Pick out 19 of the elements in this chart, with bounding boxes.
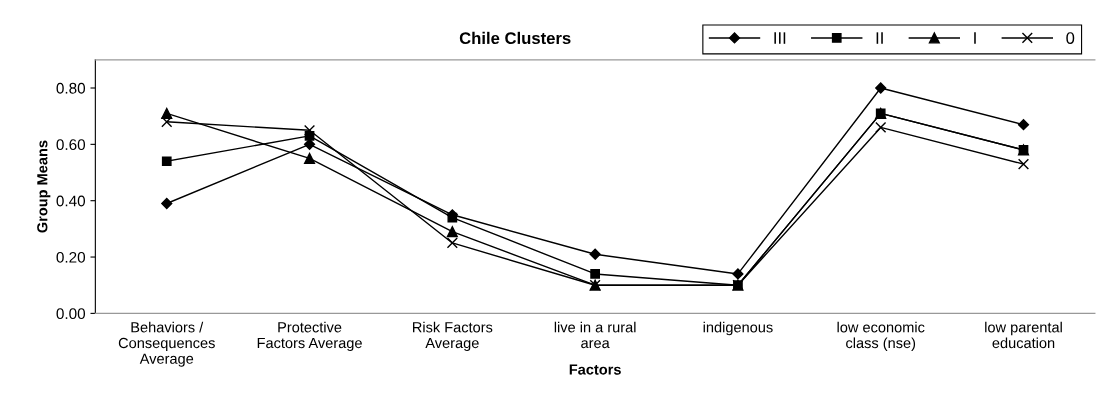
legend-label: III <box>774 32 786 44</box>
y-axis-title: Group Means <box>37 140 51 233</box>
y-tick-label: 0.80 <box>56 82 86 94</box>
x-tick-label: live in a rural area <box>554 321 636 349</box>
y-tick-label: 0.20 <box>56 251 86 263</box>
y-tick-label: 0.00 <box>56 308 86 320</box>
legend-label: I <box>974 32 976 44</box>
y-tick-label: 0.60 <box>56 139 86 151</box>
x-tick-label: Risk Factors Average <box>413 321 493 352</box>
x-tick-label: indigenous <box>703 321 773 336</box>
x-tick-label: Behaviors / Consequences Average <box>118 321 215 367</box>
x-tick-label: low parental education <box>985 321 1062 349</box>
x-tick-label: low economic class (nse) <box>837 321 925 352</box>
x-tick-label: Protective Factors Average <box>257 321 362 352</box>
y-tick-label: 0.40 <box>56 195 86 207</box>
legend-label: II <box>876 32 883 44</box>
legend-label: 0 <box>1066 32 1075 44</box>
chart-title: Chile Clusters <box>459 31 571 45</box>
x-axis-title: Factors <box>569 364 621 375</box>
